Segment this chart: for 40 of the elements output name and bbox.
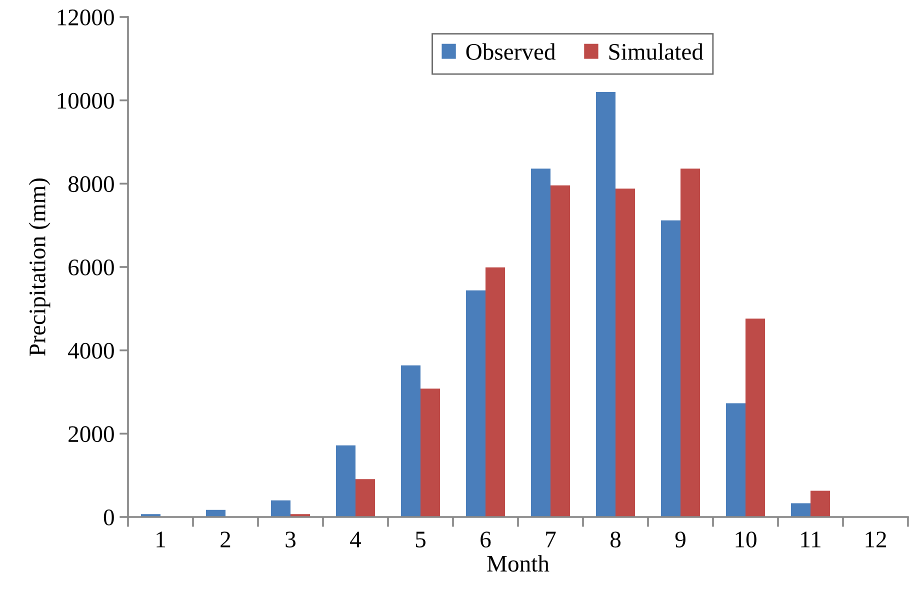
- x-tick-label: 2: [220, 532, 230, 548]
- x-tick-label: 9: [675, 532, 686, 548]
- y-tick-label: 6000: [68, 259, 114, 276]
- y-tick-label: 2000: [68, 426, 114, 442]
- x-tick-label: 8: [610, 532, 621, 548]
- legend-label: Simulated: [609, 43, 704, 60]
- bar: [486, 267, 505, 517]
- bar: [336, 445, 356, 517]
- bar: [791, 503, 810, 517]
- bar: [746, 318, 765, 517]
- y-axis-title: Precipitation (mm): [28, 178, 50, 356]
- x-tick-label: 7: [546, 532, 556, 548]
- x-tick-label: 6: [480, 532, 491, 548]
- bar: [356, 479, 375, 517]
- bar: [466, 290, 486, 517]
- x-tick-label: 10: [736, 532, 756, 548]
- x-tick-label: 12: [866, 532, 886, 548]
- x-tick-label: 4: [350, 532, 362, 548]
- x-tick-label: 3: [286, 532, 296, 548]
- y-tick-label: 10000: [58, 92, 114, 109]
- bar: [271, 500, 290, 517]
- legend-label: Observed: [466, 43, 556, 60]
- bar: [531, 168, 550, 517]
- y-tick-label: 4000: [68, 342, 114, 359]
- x-axis-title: Month: [487, 555, 550, 572]
- bar: [420, 388, 440, 517]
- x-tick-label: 5: [416, 532, 426, 548]
- bar: [726, 403, 746, 517]
- bar: [550, 185, 570, 517]
- y-tick-label: 0: [104, 509, 114, 526]
- bar: [401, 365, 420, 517]
- x-tick-label: 11: [801, 532, 820, 548]
- bar: [596, 92, 616, 517]
- y-tick-label: 12000: [58, 9, 114, 26]
- bar: [680, 168, 700, 517]
- bar: [661, 220, 680, 517]
- y-tick-label: 8000: [68, 176, 114, 192]
- x-tick-label: 1: [156, 532, 165, 548]
- bar: [616, 188, 635, 517]
- bar: [810, 490, 830, 517]
